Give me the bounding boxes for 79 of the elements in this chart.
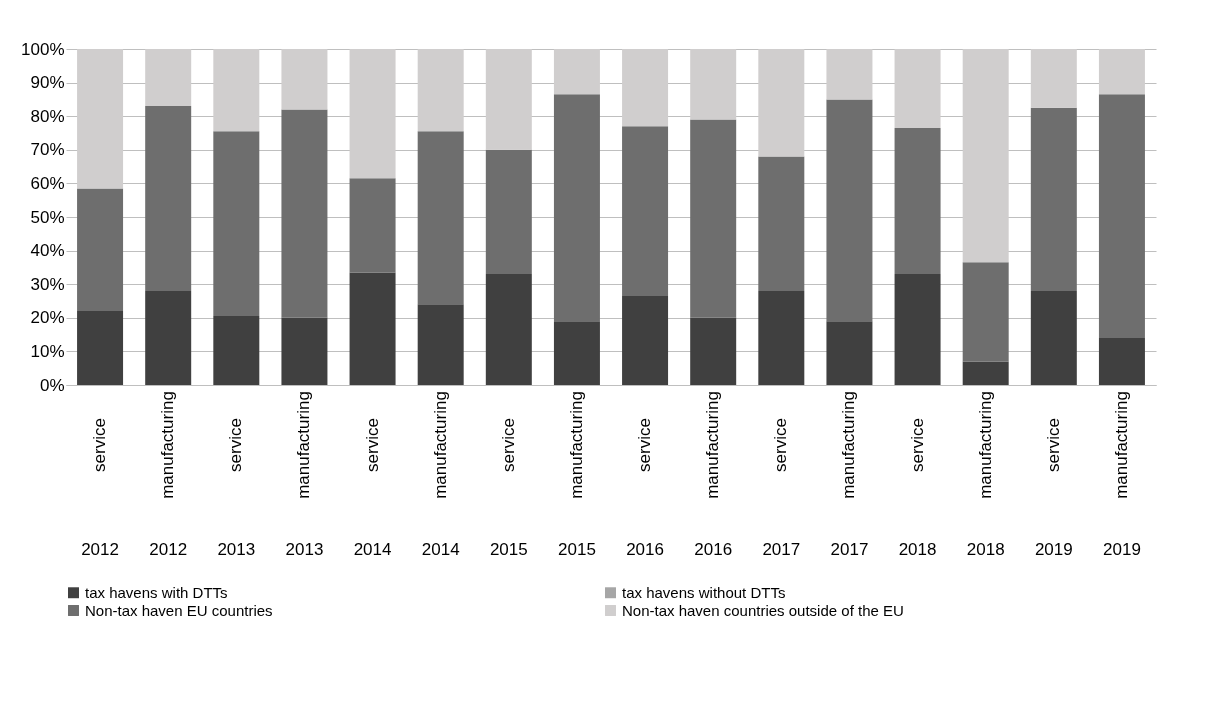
bar (962, 361, 1009, 385)
bar (826, 49, 873, 100)
y-tick-label: 10% (30, 341, 65, 361)
bar (894, 274, 941, 385)
bar (1030, 107, 1077, 291)
y-tick-label: 0% (39, 375, 65, 395)
bar (213, 316, 260, 385)
bar (213, 49, 260, 132)
y-tick-label: 80% (30, 106, 65, 126)
legend-label: Non-tax haven EU countries (85, 601, 273, 619)
bar (622, 126, 669, 296)
bar (758, 49, 805, 157)
bar (690, 119, 737, 318)
category-label: service 2016 (626, 418, 664, 559)
bar (77, 188, 124, 312)
bar (213, 131, 260, 317)
bar (894, 49, 941, 128)
bar (485, 274, 532, 385)
category-label: service 2018 (898, 418, 937, 559)
category-label: manufacturing 2019 (1103, 391, 1141, 559)
bar (417, 49, 464, 132)
category-label: service 2014 (353, 418, 392, 559)
bar (690, 49, 737, 120)
category-label: service 2015 (489, 418, 528, 559)
category-label: manufacturing 2015 (558, 391, 596, 559)
bar (826, 99, 873, 322)
bar (281, 317, 328, 385)
bar (758, 156, 805, 291)
category-label: manufacturing 2018 (966, 391, 1005, 559)
bar (1030, 49, 1077, 108)
y-tick-label: 70% (30, 140, 65, 160)
bar (622, 295, 669, 385)
bar (485, 49, 532, 150)
legend-label: Non-tax haven countries outside of the EU (622, 601, 904, 619)
bar (894, 127, 941, 275)
legend-label: tax havens with DTTs (85, 583, 228, 601)
bar (1098, 337, 1145, 385)
y-tick-label: 30% (30, 274, 65, 294)
legend-label: tax havens without DTTs (622, 583, 786, 601)
bar (281, 49, 328, 110)
bar (553, 321, 600, 385)
y-tick-label: 100% (21, 39, 65, 59)
y-tick-label: 90% (30, 73, 65, 93)
bar (1098, 94, 1145, 338)
bar (349, 272, 396, 385)
bar (962, 262, 1009, 362)
bar (77, 49, 124, 189)
bar (553, 49, 600, 95)
y-tick-label: 20% (30, 308, 65, 328)
bar (485, 149, 532, 275)
bar (281, 109, 328, 318)
bar (417, 131, 464, 305)
category-label: manufacturing 2013 (285, 391, 324, 559)
y-tick-label: 60% (30, 173, 65, 193)
bar (145, 106, 192, 291)
category-label: service 2013 (217, 418, 256, 559)
bar (758, 290, 805, 385)
bar (1098, 49, 1145, 95)
bar (349, 178, 396, 273)
bar (553, 94, 600, 322)
category-label: service 2012 (81, 418, 119, 559)
y-tick-label: 40% (30, 241, 65, 261)
category-label: service 2017 (762, 418, 801, 559)
y-tick-label: 50% (30, 207, 65, 227)
bar (349, 49, 396, 179)
bar (1030, 290, 1077, 385)
bar (690, 317, 737, 385)
bar (962, 49, 1009, 263)
bar (77, 311, 124, 385)
bar (826, 321, 873, 385)
bar (145, 49, 192, 107)
bar (417, 304, 464, 385)
category-label: manufacturing 2016 (694, 391, 733, 559)
category-label: manufacturing 2014 (421, 391, 460, 559)
bar (622, 49, 669, 127)
bar (145, 290, 192, 385)
category-label: manufacturing 2012 (149, 391, 188, 559)
category-label: manufacturing 2017 (830, 391, 869, 559)
category-label: service 2019 (1034, 418, 1073, 559)
